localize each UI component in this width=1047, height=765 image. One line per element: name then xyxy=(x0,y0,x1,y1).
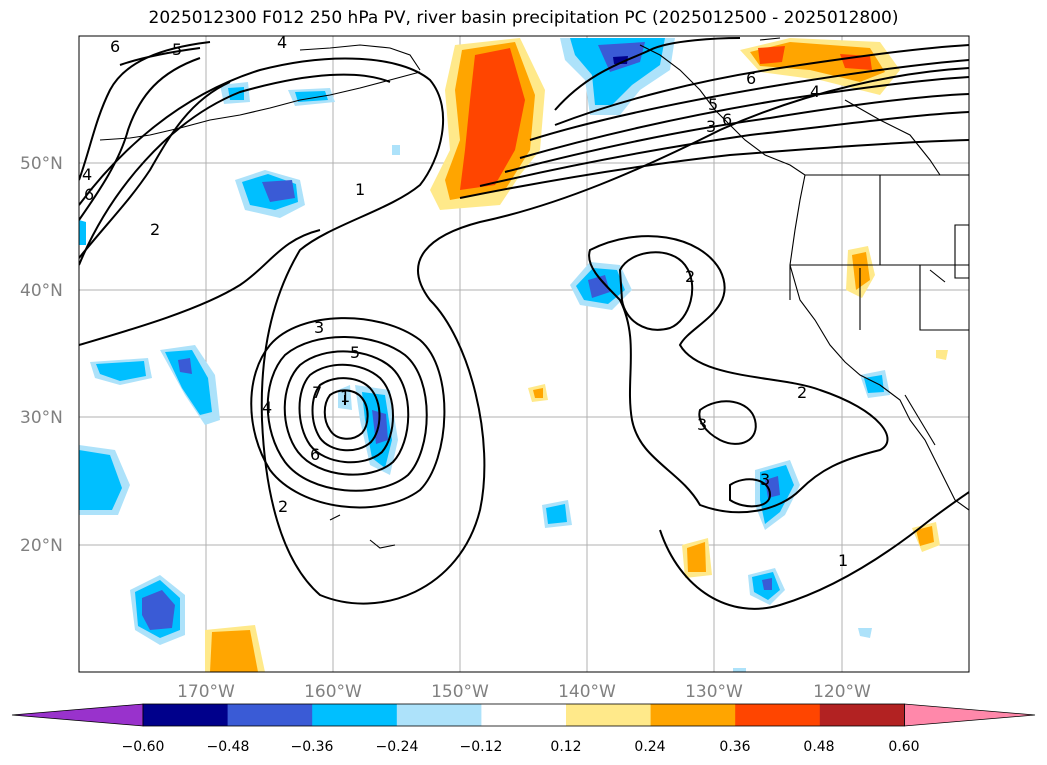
contour-label: 2 xyxy=(685,267,695,286)
colorbar-tick: 0.60 xyxy=(888,739,919,755)
colorbar-segment xyxy=(735,704,821,726)
contour-label: 5 xyxy=(350,343,360,362)
pv-contours xyxy=(79,37,969,610)
contour-label: 7 xyxy=(312,383,322,402)
contour-label: 6 xyxy=(110,37,120,56)
map-frame xyxy=(78,35,970,673)
colorbar-segment xyxy=(481,704,567,726)
lat-label: 50°N xyxy=(20,154,63,174)
colorbar-tick: −0.12 xyxy=(460,739,503,755)
contour-label: 3 xyxy=(697,415,707,434)
map-title: 2025012300 F012 250 hPa PV, river basin … xyxy=(148,8,899,28)
contour-label: 2 xyxy=(797,383,807,402)
lat-label: 30°N xyxy=(20,408,63,428)
positive-precip-blobs xyxy=(205,38,948,672)
contour-label: 4 xyxy=(277,33,287,52)
contour-label: 4 xyxy=(810,82,820,101)
colorbar-segment xyxy=(819,704,905,726)
lat-label: 20°N xyxy=(20,536,63,556)
colorbar-frame xyxy=(142,703,905,727)
contour-label: 6 xyxy=(310,445,320,464)
contour-label: 1 xyxy=(355,180,365,199)
contour-label: 3 xyxy=(760,470,770,489)
lon-label: 130°W xyxy=(685,682,743,702)
latitude-labels: 50°N 40°N 30°N 20°N xyxy=(20,154,63,556)
contour-label: 6 xyxy=(84,185,94,204)
contour-label: 1 xyxy=(838,551,848,570)
contour-label: 2 xyxy=(278,497,288,516)
contour-labels: 6 5 4 6 4 5 3 6 4 6 2 1 3 5 4 7 1 6 2 2 … xyxy=(82,33,848,570)
lon-label: 150°W xyxy=(431,682,489,702)
longitude-labels: 170°W 160°W 150°W 140°W 130°W 120°W xyxy=(177,682,871,702)
contour-label: 6 xyxy=(722,110,732,129)
colorbar-segment xyxy=(312,704,398,726)
colorbar-segments xyxy=(11,703,1036,727)
lat-label: 40°N xyxy=(20,281,63,301)
lon-label: 160°W xyxy=(304,682,362,702)
contour-label: 5 xyxy=(708,95,718,114)
colorbar-extend-low xyxy=(11,703,144,727)
colorbar-tick: 0.24 xyxy=(634,739,665,755)
colorbar: −0.60 −0.48 −0.36 −0.24 −0.12 0.12 0.24 … xyxy=(11,703,1036,755)
negative-precip-blobs xyxy=(79,38,890,672)
contour-label: 6 xyxy=(746,69,756,88)
contour-label: 1 xyxy=(340,387,350,406)
colorbar-tick: 0.48 xyxy=(803,739,834,755)
contour-label: 4 xyxy=(262,398,272,417)
lon-label: 120°W xyxy=(813,682,871,702)
contour-label: 4 xyxy=(82,165,92,184)
contour-label: 5 xyxy=(172,40,182,59)
contour-label: 3 xyxy=(314,318,324,337)
colorbar-segment xyxy=(143,704,229,726)
coastlines xyxy=(99,37,969,549)
colorbar-tick: 0.36 xyxy=(719,739,750,755)
colorbar-tick: −0.60 xyxy=(122,739,165,755)
contour-label: 3 xyxy=(706,117,716,136)
colorbar-extend-high xyxy=(904,703,1036,727)
colorbar-segment xyxy=(396,704,482,726)
colorbar-tick: −0.48 xyxy=(207,739,250,755)
colorbar-segment xyxy=(227,704,313,726)
colorbar-segment xyxy=(566,704,652,726)
colorbar-segment xyxy=(650,704,736,726)
contour-label: 2 xyxy=(150,220,160,239)
lon-label: 170°W xyxy=(177,682,235,702)
colorbar-tick-labels: −0.60 −0.48 −0.36 −0.24 −0.12 0.12 0.24 … xyxy=(122,739,920,755)
colorbar-tick: −0.24 xyxy=(376,739,419,755)
colorbar-tick: −0.36 xyxy=(291,739,334,755)
lon-label: 140°W xyxy=(558,682,616,702)
colorbar-tick: 0.12 xyxy=(550,739,581,755)
